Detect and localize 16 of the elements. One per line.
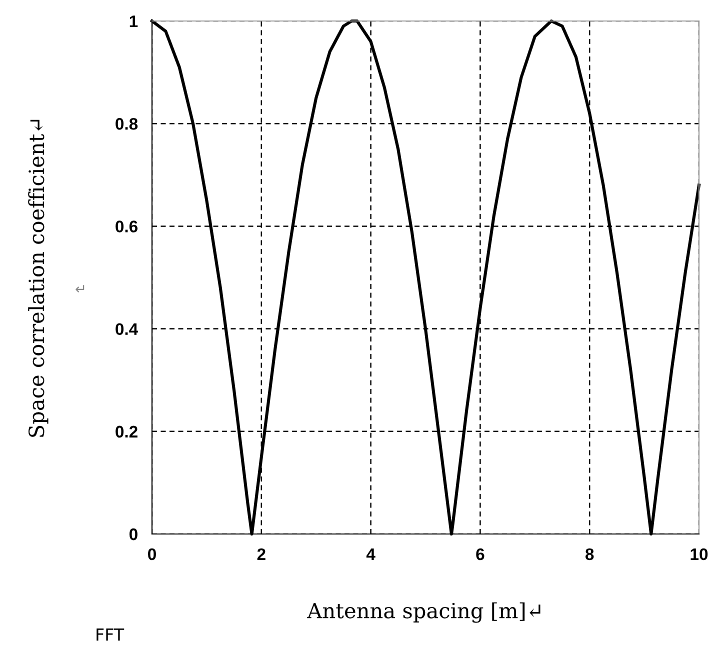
- y-tick-label: 0.4: [116, 323, 138, 336]
- y-tick-label: 0: [130, 528, 138, 540]
- y-tick-label: 0.2: [116, 426, 138, 438]
- y-tick-label: 0.6: [116, 220, 138, 232]
- x-tick-label: 6: [476, 548, 484, 560]
- y-tick-label: 1: [130, 16, 138, 28]
- text: FFT: [96, 628, 124, 641]
- x-tick-label: 0: [148, 548, 156, 560]
- x-tick-label: 8: [585, 548, 594, 560]
- y-tick-label: 0.8: [116, 118, 138, 130]
- x-tick-label: 4: [366, 548, 376, 560]
- text: ↵: [76, 285, 84, 292]
- x-axis-title: Antenna spacing [m]↵: [307, 602, 540, 623]
- x-tick-label: 2: [257, 548, 266, 560]
- y-axis-title: Space correlation coefficient↵: [28, 120, 48, 437]
- x-tick-label: 10: [690, 548, 708, 560]
